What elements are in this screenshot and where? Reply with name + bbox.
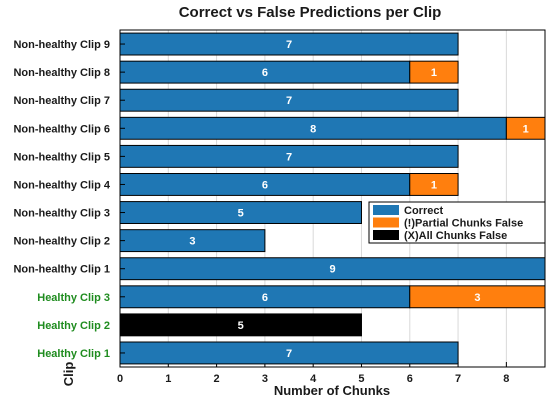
y-tick-label-non-healthy-clip-6: Non-healthy Clip 6 [13, 123, 110, 135]
data-label-non-healthy-clip-7-correct: 7 [286, 95, 292, 107]
legend-label-x-all-chunks-false: (X)All Chunks False [404, 230, 507, 242]
x-tick-label: 0 [117, 373, 123, 385]
chart-title: Correct vs False Predictions per Clip [179, 4, 442, 21]
x-tick-label: 6 [407, 373, 413, 385]
data-label-non-healthy-clip-1-correct: 9 [329, 264, 335, 276]
y-tick-label-non-healthy-clip-8: Non-healthy Clip 8 [13, 67, 110, 79]
plot-area [120, 30, 545, 367]
grid-lines [119, 30, 507, 367]
x-tick-label: 4 [310, 373, 317, 385]
y-tick-label-non-healthy-clip-1: Non-healthy Clip 1 [13, 264, 110, 276]
data-label-non-healthy-clip-8-partial-chunks-false: 1 [431, 67, 437, 79]
y-tick-label-healthy-clip-3: Healthy Clip 3 [37, 292, 110, 304]
data-label-non-healthy-clip-9-correct: 7 [286, 39, 292, 51]
x-tick-label: 7 [455, 373, 461, 385]
y-tick-label-non-healthy-clip-4: Non-healthy Clip 4 [13, 179, 110, 191]
data-label-healthy-clip-3-correct: 6 [262, 292, 268, 304]
bar-non-healthy-clip-8-partial-chunks-false [409, 60, 459, 84]
y-tick-label-healthy-clip-1: Healthy Clip 1 [37, 348, 110, 360]
data-label-healthy-clip-2-x-all-chunks-false: 5 [238, 320, 244, 332]
y-axis-label: Clip [61, 362, 76, 387]
x-tick-labels: 0 1 2 3 4 5 6 7 8 [117, 373, 509, 385]
y-tick-label-healthy-clip-2: Healthy Clip 2 [37, 320, 110, 332]
legend-label-correct: Correct [404, 205, 443, 217]
x-tick-label: 1 [165, 373, 171, 385]
bars [119, 32, 546, 365]
legend-swatch-correct [373, 205, 399, 215]
y-tick-label-non-healthy-clip-9: Non-healthy Clip 9 [13, 39, 110, 51]
data-label-healthy-clip-1-correct: 7 [286, 348, 292, 360]
data-label-non-healthy-clip-5-correct: 7 [286, 151, 292, 163]
data-label-non-healthy-clip-8-correct: 6 [262, 67, 268, 79]
data-labels: 7 5 6 3 9 3 5 6 1 7 8 1 7 6 1 7 [189, 39, 528, 360]
data-label-non-healthy-clip-6-partial-chunks-false: 1 [523, 123, 529, 135]
bar-non-healthy-clip-4-partial-chunks-false [409, 173, 459, 196]
plot-frame [119, 29, 546, 368]
x-tick-label: 5 [358, 373, 364, 385]
data-label-non-healthy-clip-4-correct: 6 [262, 179, 268, 191]
y-tick-labels: Healthy Clip 1 Healthy Clip 2 Healthy Clip… [13, 39, 125, 360]
data-label-non-healthy-clip-3-correct: 5 [238, 208, 244, 220]
legend-swatch-partial-chunks-false [373, 217, 399, 228]
data-label-non-healthy-clip-2-correct: 3 [189, 236, 195, 248]
legend-swatch-x-all-chunks-false [373, 230, 399, 240]
y-tick-label-non-healthy-clip-5: Non-healthy Clip 5 [13, 151, 110, 163]
x-tick-label: 8 [503, 373, 509, 385]
data-label-non-healthy-clip-6-correct: 8 [310, 123, 316, 135]
legend: Correct(!)Partial Chunks False(X)All Chu… [368, 201, 546, 244]
y-tick-label-non-healthy-clip-3: Non-healthy Clip 3 [13, 208, 110, 220]
legend-label-partial-chunks-false: (!)Partial Chunks False [404, 218, 523, 230]
data-label-non-healthy-clip-4-partial-chunks-false: 1 [431, 179, 437, 191]
y-tick-label-non-healthy-clip-2: Non-healthy Clip 2 [13, 236, 110, 248]
x-tick-label: 3 [262, 373, 268, 385]
y-tick-label-non-healthy-clip-7: Non-healthy Clip 7 [13, 95, 110, 107]
data-label-healthy-clip-3-partial-chunks-false: 3 [474, 292, 480, 304]
x-tick-label: 2 [214, 373, 220, 385]
x-axis-label: Number of Chunks [274, 383, 390, 398]
